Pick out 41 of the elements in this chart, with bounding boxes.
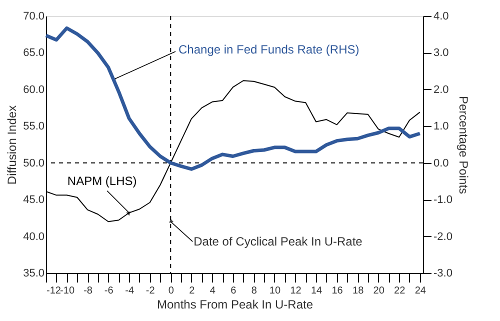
x-tick-label: 4 (210, 286, 216, 296)
x-tick-label: -12 (46, 286, 62, 296)
y2-axis-title: Percentage Points (456, 96, 470, 194)
x-tick-label: 24 (414, 286, 426, 296)
y2-tick-label: 0.0 (434, 157, 449, 170)
x-tick-label: -10 (60, 286, 75, 296)
y2-tick-label: 1.0 (434, 120, 449, 133)
y2-tick-label: -2.0 (434, 230, 452, 243)
x-tick-label: 18 (352, 286, 364, 296)
x-tick-label: -6 (104, 286, 114, 296)
y-tick-label: 70.0 (23, 10, 44, 22)
y2-tick-label: 3.0 (434, 47, 449, 60)
x-tick-label: 8 (251, 286, 258, 296)
x-tick-label: 14 (310, 286, 323, 296)
y-tick-label: 50.0 (23, 157, 44, 170)
y2-tick-label: -3.0 (434, 268, 452, 280)
x-tick-label: -8 (84, 286, 93, 296)
x-tick-label: -4 (125, 286, 134, 296)
y2-tick-label: -1.0 (434, 194, 452, 206)
x-tick-label: 10 (269, 286, 281, 296)
x-tick-label: 16 (332, 286, 344, 296)
x-tick-label: 2 (189, 286, 196, 296)
x-tick-label: 22 (394, 286, 406, 296)
y-tick-label: 35.0 (23, 268, 44, 280)
x-tick-label: 0 (168, 286, 174, 296)
x-tick-label: 6 (230, 286, 237, 296)
text: Change in Fed Funds Rate (RHS) (178, 42, 360, 57)
y-tick-label: 60.0 (23, 84, 44, 96)
y-axis-title: Diffusion Index (5, 105, 20, 185)
series-label: NAPM (LHS) (67, 174, 137, 188)
y-tick-label: 55.0 (23, 120, 44, 133)
x-axis-title: Months From Peak In U-Rate (156, 298, 314, 312)
x-tick-label: -2 (146, 286, 156, 296)
y-tick-label: 65.0 (23, 47, 44, 60)
x-tick-label: 12 (290, 286, 302, 296)
annotation: Date of Cyclical Peak In U-Rate (194, 234, 363, 249)
y2-tick-label: 4.0 (434, 10, 449, 22)
x-tick-label: 20 (373, 286, 385, 296)
y-tick-label: 40.0 (23, 230, 44, 243)
y-tick-label: 45.0 (23, 194, 44, 206)
y2-tick-label: 2.0 (434, 84, 449, 96)
